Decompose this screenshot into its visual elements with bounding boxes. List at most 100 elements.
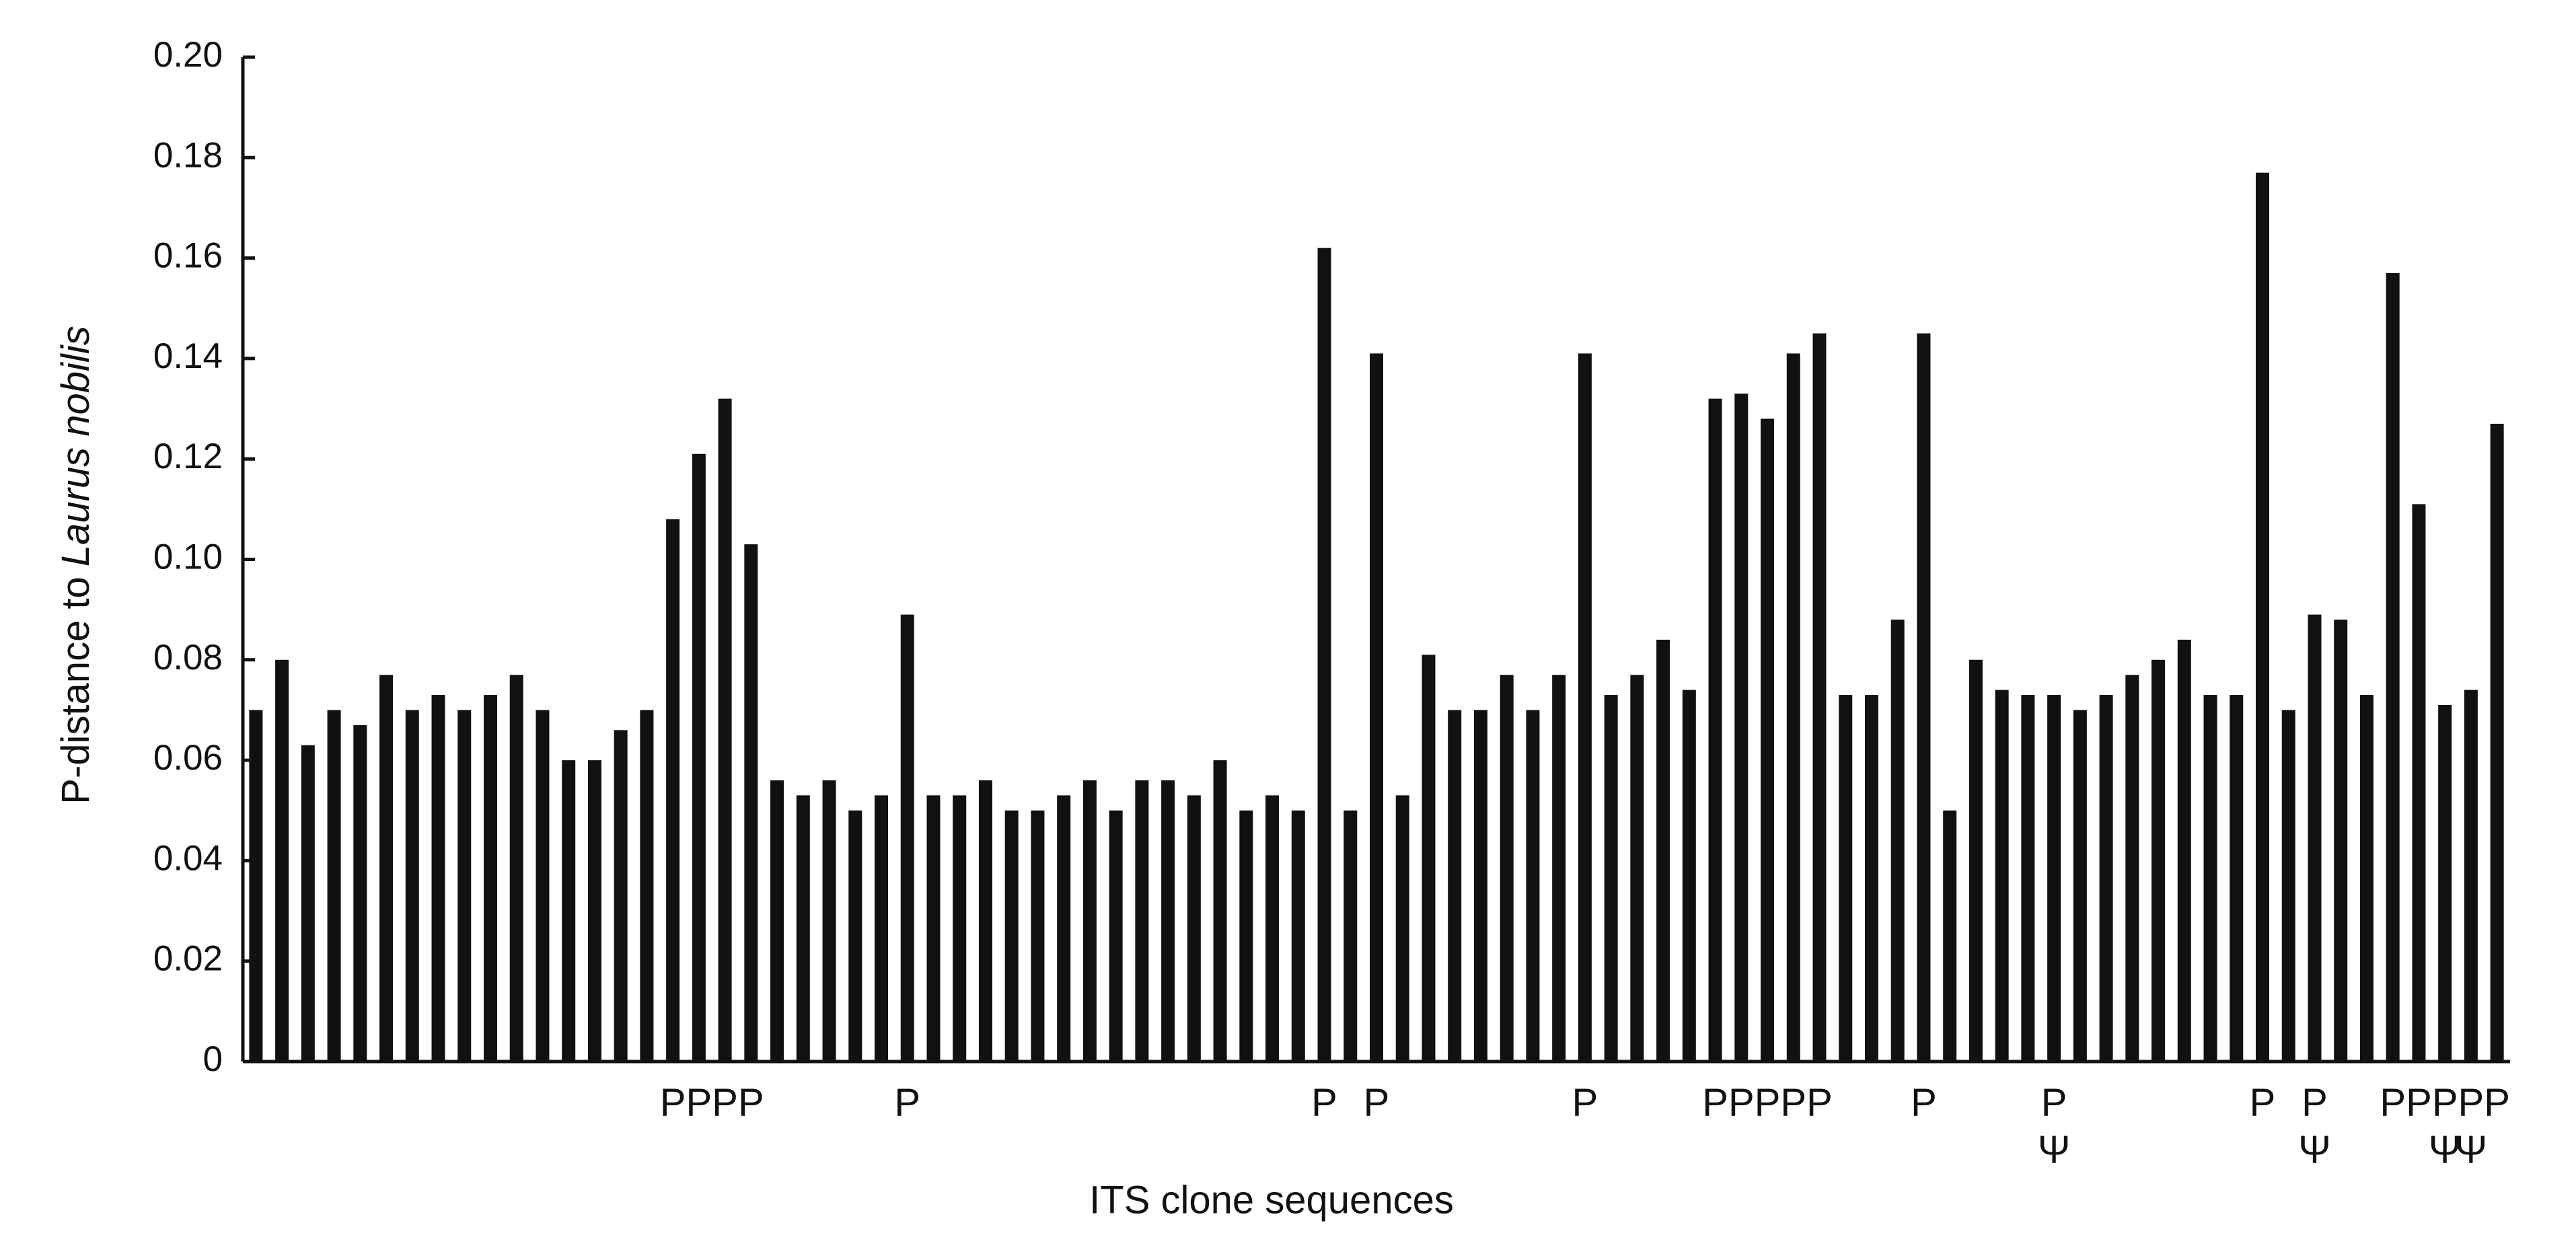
bar xyxy=(900,614,914,1062)
bar xyxy=(1057,795,1071,1062)
bar xyxy=(1682,690,1696,1062)
x-tick-label: P xyxy=(2406,1080,2432,1124)
y-axis-title-italic: Laurus nobilis xyxy=(54,326,98,566)
bar xyxy=(2177,639,2191,1062)
bar xyxy=(875,795,889,1062)
x-tick-label: P xyxy=(660,1080,686,1124)
bar xyxy=(822,780,836,1062)
bar xyxy=(1890,620,1905,1062)
bar xyxy=(2438,704,2452,1062)
bar xyxy=(1761,418,1775,1062)
y-tick-label: 0.06 xyxy=(153,738,223,778)
bar xyxy=(2021,695,2035,1062)
bar xyxy=(1265,795,1280,1062)
bar xyxy=(2308,614,2322,1062)
bar xyxy=(1344,810,1358,1062)
bar xyxy=(2464,690,2478,1062)
y-tick-label: 0 xyxy=(203,1039,223,1079)
bar xyxy=(2151,659,2166,1062)
bar xyxy=(2412,504,2426,1062)
y-axis-title: P-distance to Laurus nobilis xyxy=(54,326,98,804)
bar xyxy=(1839,695,1853,1062)
bar xyxy=(1786,353,1800,1062)
bar xyxy=(1708,398,1722,1062)
x-tick-label: P xyxy=(2302,1080,2328,1124)
bar xyxy=(2281,710,2295,1062)
bar xyxy=(2490,423,2504,1062)
bar xyxy=(2203,695,2217,1062)
y-tick-label: 0.16 xyxy=(153,236,223,276)
bar xyxy=(2099,695,2113,1062)
bar xyxy=(405,710,419,1062)
bar xyxy=(275,659,289,1062)
bar xyxy=(2125,675,2139,1062)
bar xyxy=(379,675,394,1062)
bar xyxy=(796,795,810,1062)
y-tick-label: 0.04 xyxy=(153,838,223,878)
bar xyxy=(1135,780,1149,1062)
x-tick-label: P xyxy=(2458,1080,2485,1124)
bar xyxy=(1578,353,1592,1062)
bar xyxy=(536,710,550,1062)
bar xyxy=(1995,690,2009,1062)
bar xyxy=(1370,353,1383,1062)
bar xyxy=(1812,333,1827,1062)
x-tick-label: P xyxy=(2484,1080,2510,1124)
bar xyxy=(353,725,367,1062)
bar xyxy=(1448,710,1462,1062)
bar xyxy=(1187,795,1201,1062)
bar xyxy=(1109,810,1123,1062)
x-tick-label: P xyxy=(1572,1080,1598,1124)
bar xyxy=(1552,675,1566,1062)
x-tick-label: P xyxy=(1311,1080,1337,1124)
bar xyxy=(587,760,601,1062)
bar xyxy=(457,710,472,1062)
y-axis-title-text: P-distance to xyxy=(54,577,98,805)
bar xyxy=(770,780,784,1062)
x-tick-label: P xyxy=(1806,1080,1833,1124)
bar xyxy=(1473,710,1487,1062)
bar xyxy=(1526,710,1540,1062)
bar xyxy=(1213,760,1227,1062)
bar xyxy=(978,780,992,1062)
x-tick-label: P xyxy=(738,1080,764,1124)
x-symbol-label: Ψ xyxy=(2038,1127,2070,1171)
y-tick-label: 0.20 xyxy=(153,35,223,75)
bar xyxy=(483,695,497,1062)
x-symbol-label: Ψ xyxy=(2298,1127,2330,1171)
bar xyxy=(509,675,523,1062)
bar xyxy=(744,544,758,1062)
bar xyxy=(301,745,315,1062)
y-tick-label: 0.18 xyxy=(153,135,223,175)
bar xyxy=(718,398,732,1062)
x-axis-title: ITS clone sequences xyxy=(1089,1178,1454,1222)
x-tick-label: P xyxy=(1702,1080,1728,1124)
y-tick-label: 0.10 xyxy=(153,538,223,577)
bar xyxy=(926,795,941,1062)
x-symbol-label: Ψ xyxy=(2455,1127,2487,1171)
x-tick-label: P xyxy=(894,1080,920,1124)
bar xyxy=(1917,333,1931,1062)
bar xyxy=(1943,810,1957,1062)
x-symbol-label: Ψ xyxy=(2429,1127,2461,1171)
x-tick-label: P xyxy=(2041,1080,2067,1124)
bar xyxy=(1031,810,1045,1062)
x-tick-label: P xyxy=(2432,1080,2458,1124)
x-tick-label: P xyxy=(1780,1080,1806,1124)
bar xyxy=(1500,675,1514,1062)
x-tick-label: P xyxy=(1911,1080,1937,1124)
bar xyxy=(1422,655,1436,1062)
x-tick-label: P xyxy=(1728,1080,1755,1124)
y-tick-label: 0.12 xyxy=(153,437,223,476)
bar xyxy=(848,810,862,1062)
bar xyxy=(2047,695,2061,1062)
bar xyxy=(666,519,680,1062)
bar xyxy=(1161,780,1175,1062)
bar xyxy=(1004,810,1019,1062)
bar xyxy=(1604,695,1618,1062)
bar xyxy=(1239,810,1253,1062)
x-tick-label: P xyxy=(1364,1080,1390,1124)
bar xyxy=(2334,620,2348,1062)
bar xyxy=(1968,659,1983,1062)
